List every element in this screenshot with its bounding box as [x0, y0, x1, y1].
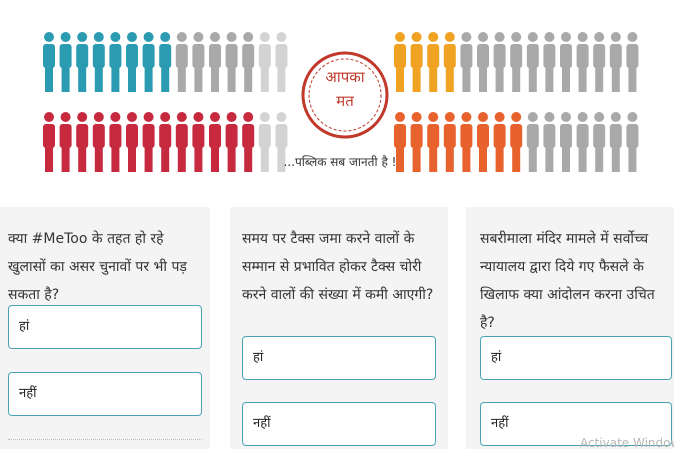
option[interactable]: नहीं [480, 402, 672, 446]
person-icon [394, 32, 406, 92]
person-icon [593, 32, 606, 92]
person-icon [43, 112, 55, 172]
person-icon [543, 112, 556, 172]
person-icon [510, 32, 523, 92]
stamp-text: मत [336, 92, 354, 110]
person-icon [258, 32, 271, 92]
person-icon [175, 112, 188, 172]
person-icon [159, 112, 172, 172]
person-icon [175, 32, 188, 92]
person-icon [576, 32, 589, 92]
watermark: Activate Window [580, 436, 674, 450]
person-icon [209, 32, 221, 92]
person-icon [609, 32, 622, 92]
person-icon [394, 112, 406, 172]
person-icon [192, 112, 205, 172]
person-icon [209, 112, 221, 172]
poll-card: सबरीमाला मंदिर मामले में सर्वोच्च न्याया… [466, 207, 674, 449]
person-icon [410, 32, 423, 92]
person-icon [192, 32, 205, 92]
person-icon [460, 112, 473, 172]
person-icon [427, 112, 440, 172]
person-icon [76, 112, 89, 172]
person-icon [142, 32, 155, 92]
person-icon [275, 112, 288, 172]
stamp-ring [308, 58, 382, 132]
person-icon [493, 32, 506, 92]
poll-card: समय पर टैक्स जमा करने वालों के सम्मान से… [230, 207, 448, 449]
banner: आपका मत ...पब्लिक सब जानती है ! [43, 32, 639, 172]
person-icon [126, 112, 138, 172]
question: सबरीमाला मंदिर मामले में सर्वोच्च न्याया… [480, 231, 655, 331]
person-icon [242, 32, 255, 92]
person-icon [410, 112, 423, 172]
stamp [301, 51, 389, 139]
person-icon [443, 32, 456, 92]
person-icon [159, 32, 172, 92]
person-icon [477, 32, 489, 92]
person-icon [609, 112, 622, 172]
person-icon [43, 32, 55, 92]
person-icon [560, 32, 572, 92]
person-icon [242, 112, 255, 172]
option[interactable]: हां [242, 336, 436, 380]
option[interactable]: हां [480, 336, 672, 380]
person-icon [92, 32, 105, 92]
person-icon [460, 32, 473, 92]
person-icon [258, 112, 271, 172]
person-icon [142, 112, 155, 172]
person-icon [427, 32, 440, 92]
person-icon [543, 32, 556, 92]
person-icon [76, 32, 89, 92]
person-icon [443, 112, 456, 172]
option[interactable]: हां [8, 305, 202, 349]
person-icon [109, 112, 122, 172]
person-icon [59, 32, 72, 92]
person-icon [626, 32, 639, 92]
person-icon [225, 112, 238, 172]
divider [8, 439, 202, 440]
person-icon [225, 32, 238, 92]
person-icon [92, 112, 105, 172]
person-icon [526, 112, 539, 172]
poll-card: क्या #MeToo के तहत हो रहे खुलासों का असर… [0, 207, 210, 449]
stamp-text: आपका [325, 68, 365, 86]
tagline: ...पब्लिक सब जानती है ! [284, 155, 397, 169]
person-icon [510, 112, 523, 172]
option[interactable]: नहीं [242, 402, 436, 446]
person-icon [126, 32, 138, 92]
person-icon [560, 112, 572, 172]
person-icon [576, 112, 589, 172]
option[interactable]: नहीं [8, 372, 202, 416]
person-icon [477, 112, 489, 172]
person-icon [59, 112, 72, 172]
person-icon [275, 32, 288, 92]
question: समय पर टैक्स जमा करने वालों के सम्मान से… [242, 231, 434, 303]
person-icon [526, 32, 539, 92]
question: क्या #MeToo के तहत हो रहे खुलासों का असर… [8, 231, 187, 303]
person-icon [593, 112, 606, 172]
person-icon [109, 32, 122, 92]
person-icon [626, 112, 639, 172]
person-icon [493, 112, 506, 172]
